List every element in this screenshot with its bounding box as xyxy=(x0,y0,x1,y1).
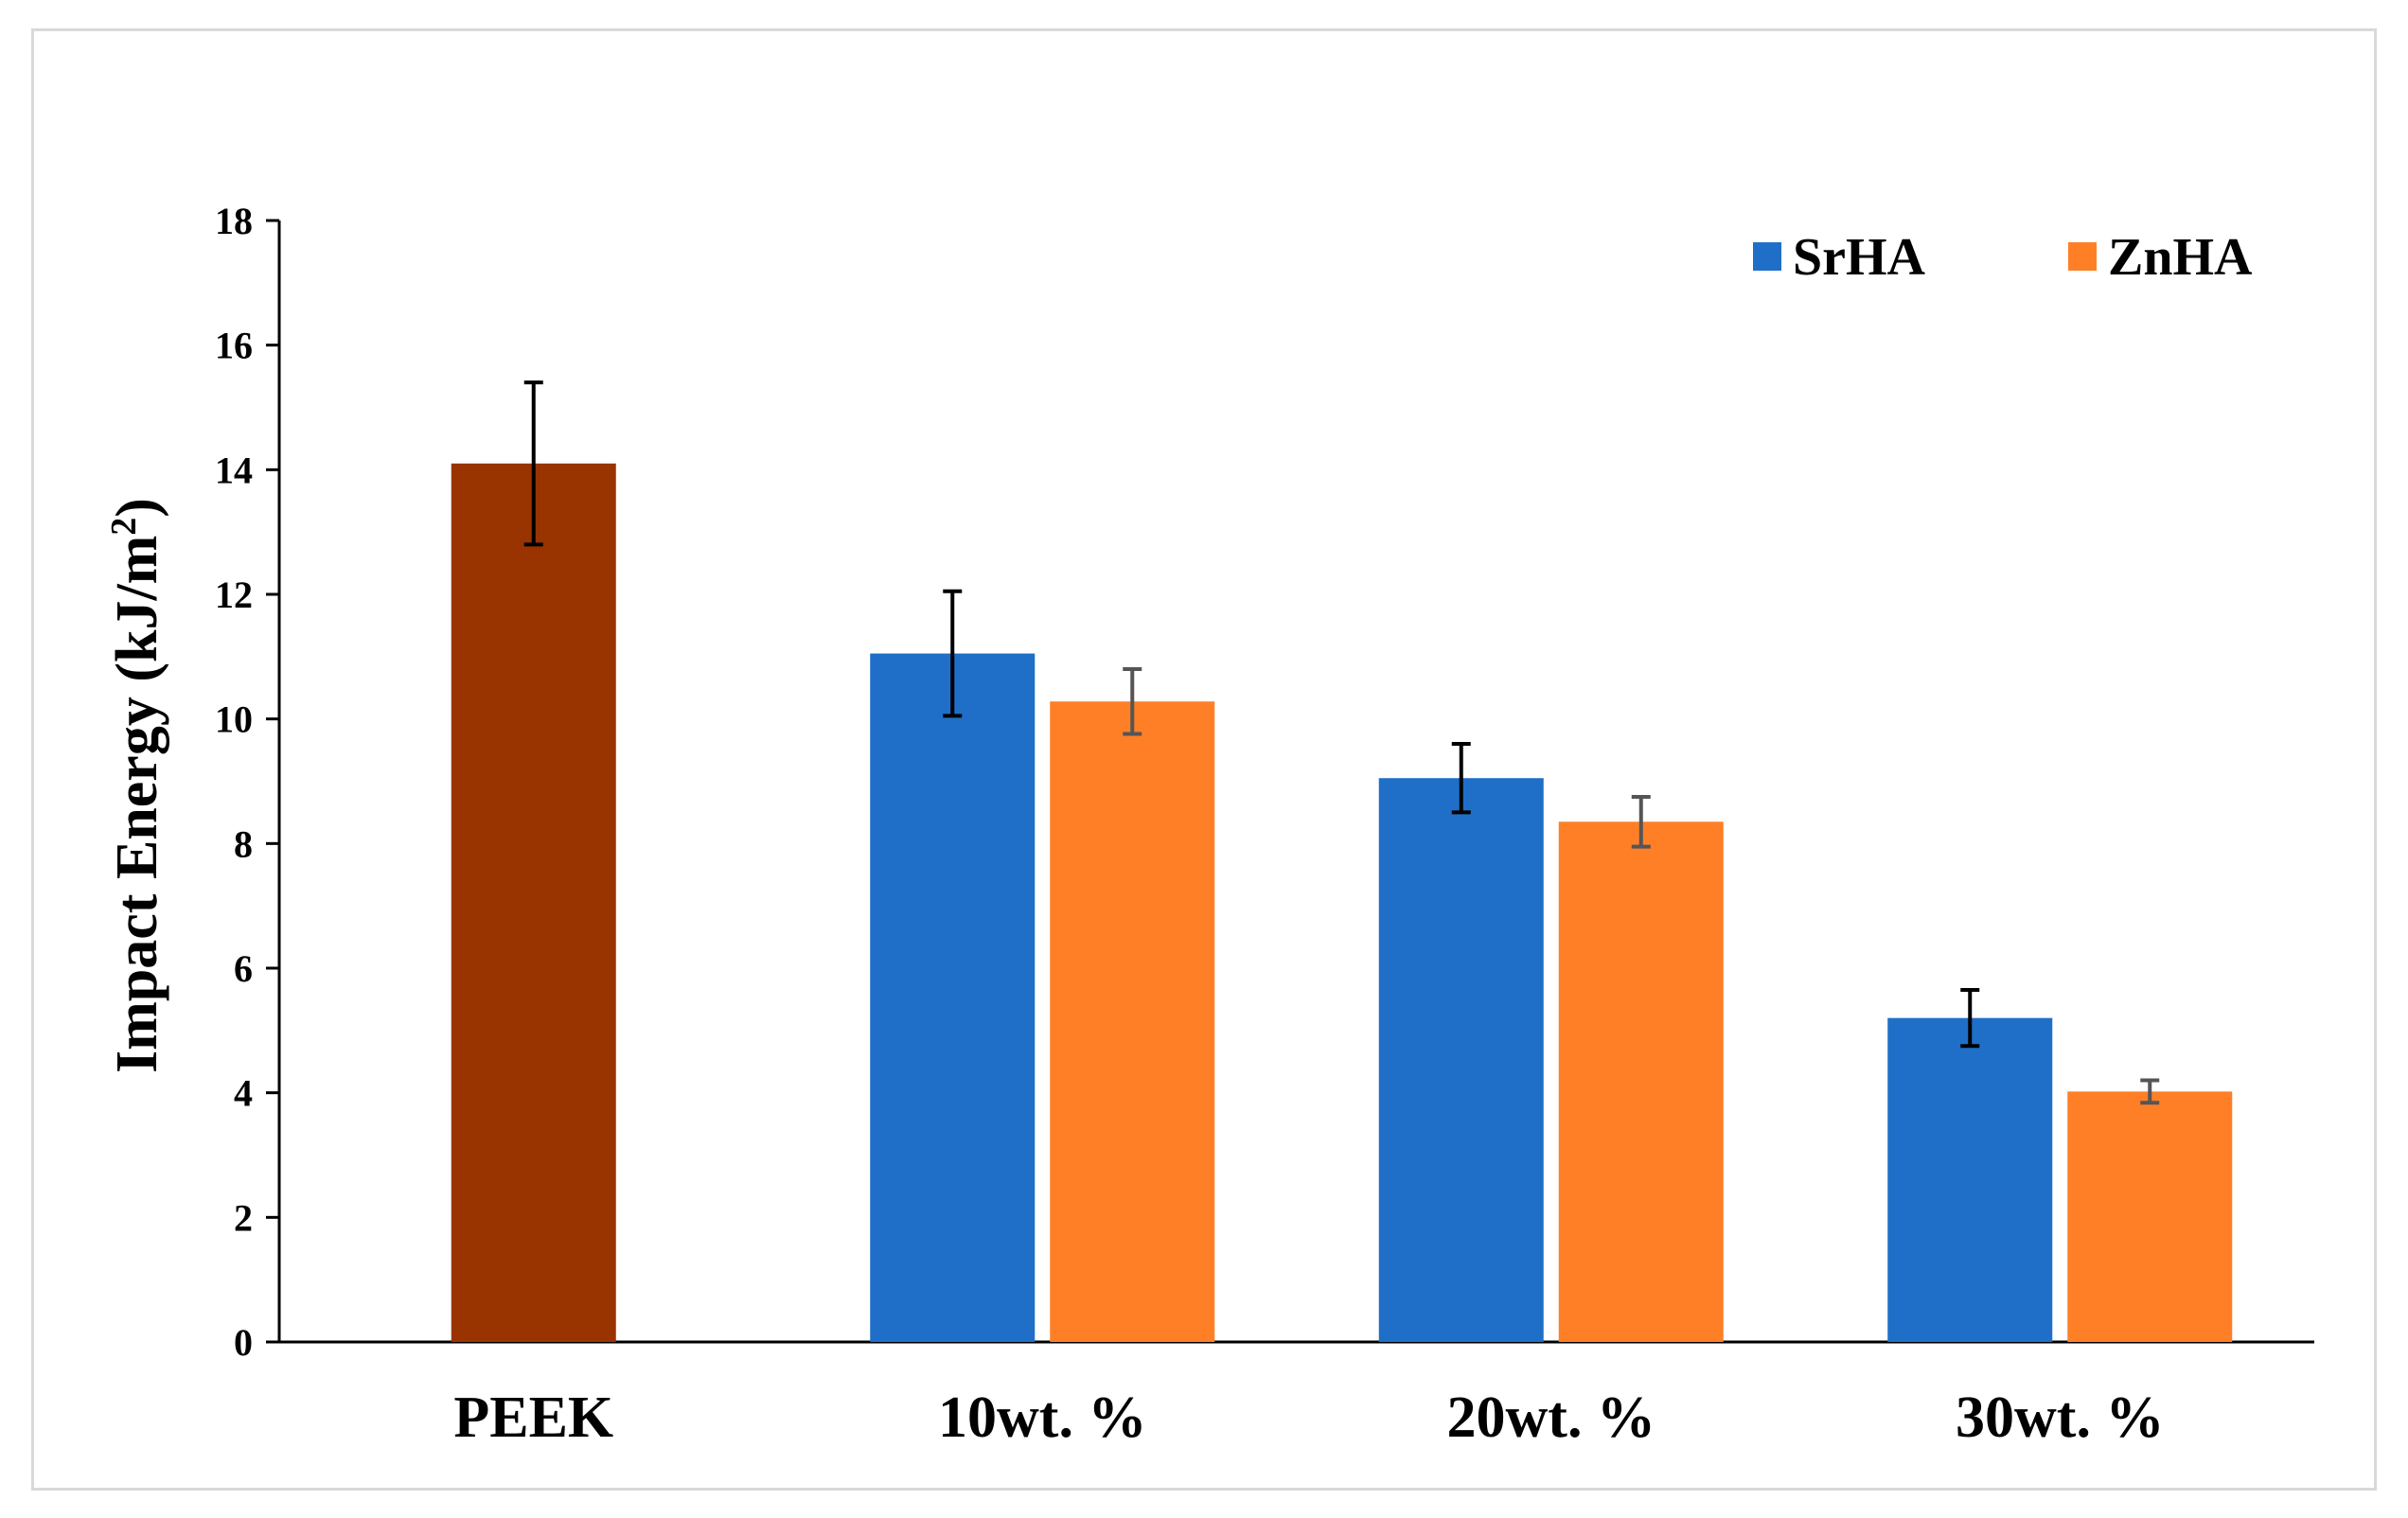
y-tick-label-12: 12 xyxy=(215,574,253,616)
y-tick-label-14: 14 xyxy=(215,449,253,491)
y-axis-title-main: Impact Energy (kJ/m xyxy=(105,536,169,1073)
y-axis-title: Impact Energy (kJ/m2) xyxy=(104,498,169,1073)
y-tick-label-6: 6 xyxy=(234,947,253,990)
y-axis-title-suffix: ) xyxy=(105,498,169,518)
legend-label-srha: SrHA xyxy=(1793,228,1926,287)
y-axis-title-superscript: 2 xyxy=(104,518,144,536)
y-tick-label-2: 2 xyxy=(234,1196,253,1239)
x-tick-label-3: 30wt. % xyxy=(1956,1386,2164,1450)
y-tick-label-4: 4 xyxy=(234,1072,253,1115)
y-tick-label-16: 16 xyxy=(215,325,253,367)
bar-znha-1 xyxy=(1050,701,1215,1342)
bar-srha-1 xyxy=(870,653,1036,1342)
y-tick-label-8: 8 xyxy=(234,822,253,865)
x-tick-label-0: PEEK xyxy=(453,1386,613,1450)
y-tick-label-0: 0 xyxy=(234,1321,253,1364)
x-tick-label-1: 10wt. % xyxy=(938,1386,1146,1450)
y-tick-label-10: 10 xyxy=(215,698,253,741)
bar-znha-3 xyxy=(2067,1091,2233,1342)
svg-text:Impact Energy (kJ/m2): Impact Energy (kJ/m2) xyxy=(104,498,169,1073)
legend-swatch-znha xyxy=(2068,242,2097,271)
bar-srha-2 xyxy=(1378,778,1544,1342)
legend-label-znha: ZnHA xyxy=(2108,228,2253,287)
y-tick-label-18: 18 xyxy=(215,200,253,242)
bar-srha-3 xyxy=(1887,1017,2053,1342)
x-tick-label-2: 20wt. % xyxy=(1447,1386,1656,1450)
legend-swatch-srha xyxy=(1753,242,1781,271)
bar-znha-2 xyxy=(1558,821,1724,1342)
bar-peek-0 xyxy=(451,463,616,1342)
